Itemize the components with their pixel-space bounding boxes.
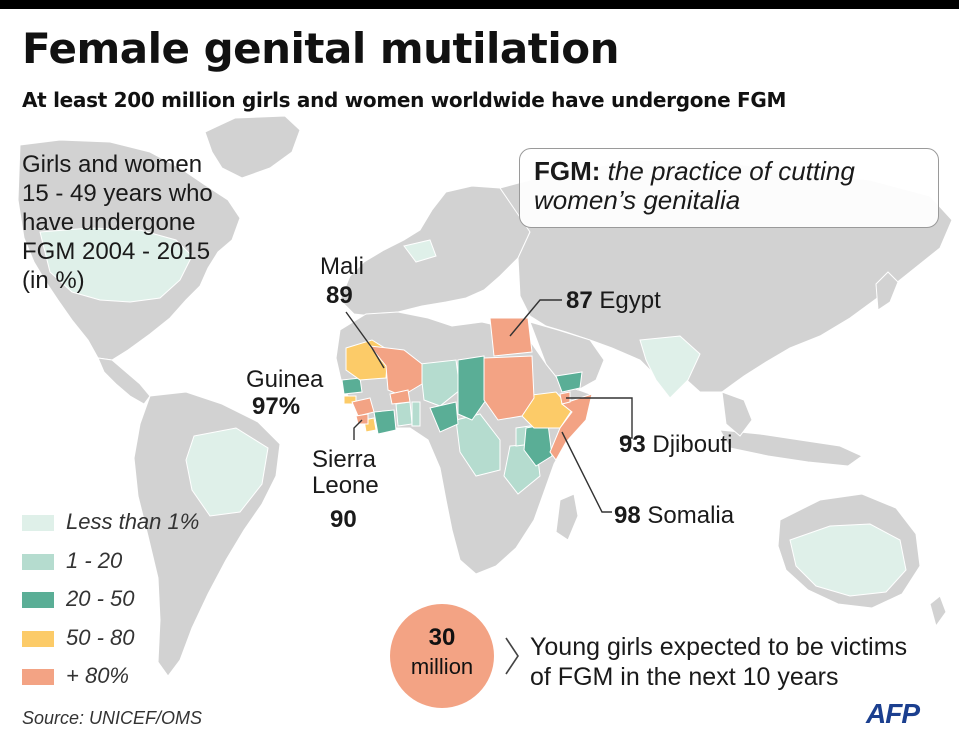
mali-leader-line: [345, 311, 385, 369]
burkina-region: [389, 389, 411, 405]
sierra-leone-leader-line: [353, 419, 363, 440]
somalia-region: [549, 393, 593, 461]
somalia-callout: 98 Somalia: [614, 503, 734, 529]
egypt-callout: 87 Egypt: [566, 288, 661, 314]
source-note: Source: UNICEF/OMS: [22, 708, 203, 728]
egypt-region: [489, 317, 533, 357]
usa-region: [39, 227, 193, 303]
victims-number: 30: [428, 624, 456, 651]
djibouti-name: Djibouti: [652, 431, 733, 458]
victims-circle: 30 million: [390, 604, 494, 708]
range-1-20-regions: [395, 359, 541, 495]
somalia-value: 98: [614, 502, 641, 529]
cameroon-region: [455, 413, 501, 477]
djibouti-region: [559, 391, 571, 405]
djibouti-callout: 93 Djibouti: [619, 432, 732, 458]
indochina-shape: [721, 391, 753, 437]
japan-shape: [875, 271, 899, 311]
madagascar-shape: [555, 493, 579, 541]
somalia-name: Somalia: [647, 502, 735, 529]
ghana-region: [395, 401, 413, 427]
measure-line-2: 15 - 49 years who: [22, 180, 213, 207]
sierra-leone-name-2: Leone: [312, 472, 379, 499]
somalia-leader-line: [561, 431, 612, 513]
sierra-leone-name-1: Sierra: [312, 446, 377, 473]
sierra-leone-value: 90: [330, 506, 357, 533]
australia-region: [789, 523, 907, 597]
measure-line-5: (in %): [22, 267, 85, 294]
legend-swatch: [22, 669, 54, 685]
guinea-region: [351, 397, 375, 417]
india-region: [639, 335, 701, 399]
legend-swatch: [22, 630, 54, 647]
niger-region: [419, 359, 461, 407]
cote-divoire-region: [373, 409, 397, 435]
measure-line-1: Girls and women: [22, 151, 203, 178]
caucasus-region: [403, 239, 437, 263]
victims-text-line-1: Young girls expected to be victims: [530, 633, 908, 661]
guinea-name: Guinea: [246, 366, 324, 393]
legend-label: Less than 1%: [66, 509, 200, 534]
egypt-leader-line: [509, 299, 562, 337]
togo-region: [411, 401, 421, 427]
djibouti-leader-line: [566, 397, 633, 439]
europe-shape: [339, 185, 531, 317]
page-title: Female genital mutilation: [22, 24, 619, 73]
victims-unit: million: [410, 654, 474, 679]
definition-text: the practice of cutting women’s genitali…: [534, 156, 855, 215]
definition-box: FGM: the practice of cutting women’s gen…: [519, 148, 939, 228]
page-subtitle: At least 200 million girls and women wor…: [22, 88, 787, 112]
legend-label: 20 - 50: [66, 586, 135, 611]
yemen-region: [555, 371, 583, 393]
greenland-shape: [204, 115, 301, 179]
victims-text-line-2: of FGM in the next 10 years: [530, 663, 839, 691]
nigeria-region: [429, 401, 459, 433]
mali-name: Mali: [320, 253, 365, 280]
chad-region: [457, 355, 487, 421]
central-america-shape: [97, 357, 151, 405]
leader-lines: [345, 299, 633, 513]
djibouti-value: 93: [619, 431, 646, 458]
arabia-shape: [529, 321, 605, 391]
legend-swatch: [22, 553, 54, 570]
legend-label: + 80%: [66, 663, 129, 688]
afp-logo: AFP: [866, 698, 920, 729]
chevron-right-icon: [505, 637, 519, 675]
range-80-plus-regions: [351, 317, 593, 461]
sudan-region: [483, 355, 535, 421]
measure-line-4: FGM 2004 - 2015: [22, 238, 211, 265]
egypt-name: Egypt: [599, 287, 661, 314]
sierra-leone-region: [355, 413, 369, 425]
guinea-value: 97%: [252, 393, 301, 420]
new-zealand-shape: [929, 595, 947, 628]
measure-description: Girls and women 15 - 49 years who have u…: [22, 150, 252, 295]
top-bar: [0, 0, 959, 9]
definition-term: FGM:: [534, 156, 601, 186]
victims-text: Young girls expected to be victims of FG…: [530, 632, 907, 692]
mali-region: [368, 345, 423, 397]
mali-value: 89: [326, 282, 353, 309]
senegal-region: [341, 377, 363, 395]
less-than-1-regions: [39, 227, 907, 597]
range-20-50-regions: [341, 355, 583, 467]
legend-label: 1 - 20: [66, 547, 123, 573]
brazil-region: [185, 427, 269, 517]
measure-line-3: have undergone: [22, 209, 196, 236]
legend-swatch: [22, 592, 54, 608]
indonesia-shape: [719, 429, 863, 467]
egypt-value: 87: [566, 287, 593, 314]
legend-swatch: [22, 515, 54, 531]
legend-label: 50 - 80: [66, 624, 135, 650]
